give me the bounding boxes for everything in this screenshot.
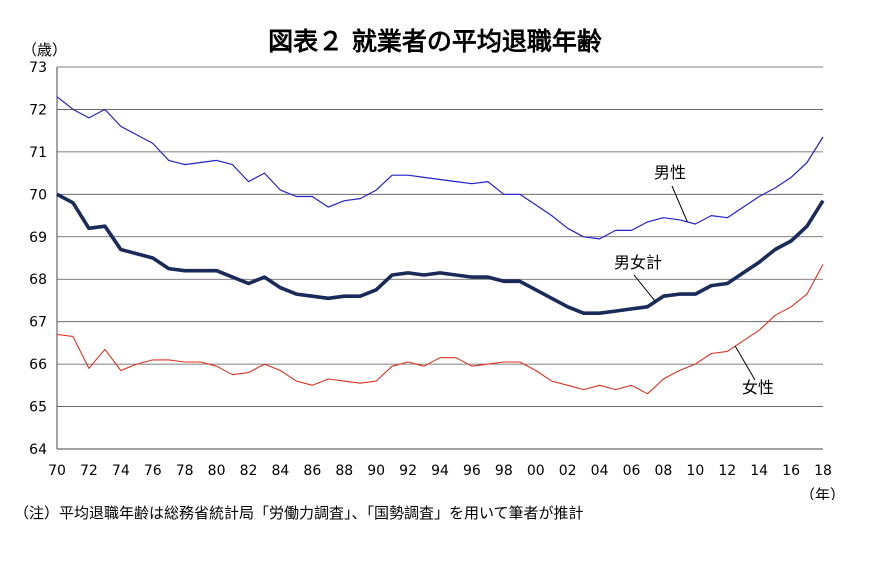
series-line <box>56 192 825 316</box>
series-label: 男性 <box>654 163 686 182</box>
y-tick-label: 67 <box>29 315 47 331</box>
series-label: 男女計 <box>614 253 662 272</box>
series-lines <box>56 96 825 395</box>
leader-line <box>633 274 656 302</box>
x-unit-label: （年） <box>800 486 845 500</box>
x-tick-label: 90 <box>367 463 385 479</box>
x-tick-label: 06 <box>623 463 641 479</box>
y-tick-label: 65 <box>29 400 47 416</box>
x-tick-label: 82 <box>240 463 258 479</box>
x-tick-label: 76 <box>144 463 162 479</box>
x-tick-label: 92 <box>399 463 417 479</box>
x-tick-label: 04 <box>591 463 609 479</box>
grid-lines <box>57 66 823 407</box>
y-tick-label: 64 <box>29 442 47 458</box>
chart-title: 図表２ 就業者の平均退職年齢 <box>268 27 602 56</box>
x-tick-label: 08 <box>655 463 673 479</box>
x-tick-label: 88 <box>335 463 353 479</box>
x-tick-label: 84 <box>272 463 290 479</box>
x-tick-label: 14 <box>750 463 768 479</box>
x-tick-label: 16 <box>782 463 800 479</box>
x-tick-label: 72 <box>80 463 98 479</box>
x-tick-label: 00 <box>527 463 545 479</box>
x-tick-label: 10 <box>686 463 704 479</box>
x-tick-label: 98 <box>495 463 513 479</box>
y-tick-label: 68 <box>29 272 47 288</box>
y-tick-label: 72 <box>29 102 47 118</box>
x-tick-label: 96 <box>463 463 481 479</box>
x-tick-label: 86 <box>303 463 321 479</box>
y-tick-label: 66 <box>29 357 47 373</box>
leader-line <box>734 345 756 381</box>
leader-line <box>671 185 688 223</box>
x-tick-label: 70 <box>48 463 66 479</box>
x-tick-label: 94 <box>431 463 449 479</box>
axes: 64 65 66 67 68 69 70 71 72 73 70 72 74 76 78 80 82 84 86 88… <box>29 60 832 479</box>
x-tick-label: 18 <box>814 463 832 479</box>
x-tick-label: 12 <box>718 463 736 479</box>
y-tick-label: 71 <box>29 145 47 161</box>
chart: 図表２ 就業者の平均退職年齢 （歳） 64 65 66 67 68 69 70 71 72 73 7… <box>22 27 845 500</box>
series-label: 女性 <box>742 378 774 397</box>
x-tick-label: 80 <box>208 463 226 479</box>
x-tick-label: 78 <box>176 463 194 479</box>
y-tick-label: 73 <box>29 60 47 76</box>
series-line <box>56 96 824 240</box>
x-tick-label: 02 <box>559 463 577 479</box>
y-tick-label: 70 <box>29 187 47 203</box>
y-tick-label: 69 <box>29 230 47 246</box>
series-line <box>56 264 824 395</box>
x-tick-label: 74 <box>112 463 130 479</box>
y-unit-label: （歳） <box>22 41 67 59</box>
footnote: （注）平均退職年齢は総務省統計局「労働力調査」、「国勢調査」を用いて筆者が推計 <box>14 504 584 522</box>
